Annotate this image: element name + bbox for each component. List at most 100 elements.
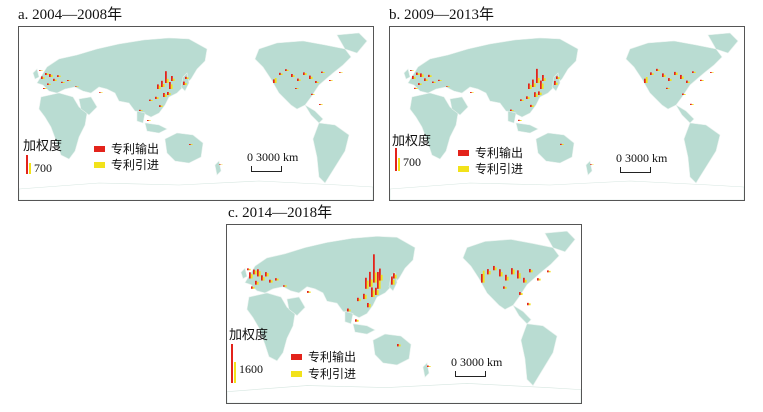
outflow-bar (540, 80, 542, 89)
outflow-bar (249, 272, 251, 279)
inflow-bar (691, 104, 694, 105)
inflow-bar (394, 274, 397, 279)
outflow-bar (219, 164, 221, 165)
inflow-bar (411, 70, 414, 71)
outflow-bar (311, 93, 313, 95)
legend-title: 加权度 (392, 134, 432, 149)
outflow-bar (45, 73, 47, 75)
legend-title: 加权度 (229, 328, 269, 343)
inflow-bar (380, 274, 383, 281)
inflow-bar (140, 110, 143, 111)
outflow-bar (171, 76, 173, 81)
outflow-bar (147, 120, 149, 121)
inflow-bar (256, 281, 259, 285)
continent-landmass (312, 122, 350, 184)
inflow-bar (494, 267, 497, 271)
outflow-swatch (458, 149, 469, 156)
inflow-bar (528, 303, 531, 306)
outflow-bar (339, 72, 341, 73)
outflow-swatch (291, 353, 302, 360)
inflow-bar (482, 270, 485, 283)
inflow-bar (166, 78, 169, 83)
outflow-bar (503, 286, 505, 289)
inflow-bar (398, 344, 401, 347)
inflow-bar (310, 76, 313, 79)
inflow-bar (280, 73, 283, 75)
inflow-bar (511, 110, 514, 111)
outflow-bar (432, 81, 434, 83)
outflow-bar (189, 144, 191, 145)
outflow-bar (185, 76, 187, 79)
outflow-bar (682, 93, 684, 95)
inflow-bar (433, 81, 436, 83)
outflow-bar (49, 74, 51, 77)
inflow-bar (184, 83, 187, 85)
legend-outflow-label: 专利输出 (111, 142, 160, 156)
outflow-bar (303, 72, 305, 75)
inflow-bar (42, 77, 45, 79)
outflow-bar (169, 82, 171, 89)
inflow-bar (356, 319, 359, 322)
outflow-bar (367, 302, 369, 308)
inflow-bar (376, 290, 379, 295)
outflow-bar (139, 109, 141, 111)
outflow-bar (355, 319, 357, 322)
continent-landmass (144, 122, 168, 134)
inflow-bar (541, 83, 544, 89)
outflow-bar (528, 83, 530, 89)
outflow-bar (319, 104, 321, 105)
inflow-bar (693, 71, 696, 73)
outflow-bar (520, 99, 522, 101)
continent-landmass (520, 323, 558, 387)
outflow-bar (291, 74, 293, 77)
inflow-bar (50, 74, 53, 77)
inflow-bar (284, 285, 287, 287)
inflow-bar (527, 96, 530, 99)
scale-label: 0 3000 km (451, 355, 503, 369)
inflow-bar (669, 79, 672, 81)
outflow-bar (542, 75, 544, 81)
continent-landmass (544, 230, 576, 253)
continent-landmass (136, 110, 146, 124)
inflow-bar (512, 269, 515, 275)
outflow-bar (686, 80, 688, 83)
outflow-bar (47, 83, 49, 85)
inflow-bar (164, 94, 167, 97)
inflow-bar (428, 366, 431, 367)
inflow-bar (254, 270, 257, 275)
outflow-bar (155, 96, 157, 99)
outflow-bar (161, 80, 163, 87)
panel-a-caption: a. 2004—2008年 (18, 7, 123, 23)
world-map-b (390, 32, 744, 200)
outflow-bar (391, 276, 393, 285)
outflow-bar (295, 88, 297, 89)
continent-landmass (240, 267, 248, 279)
antarctica-landmass (390, 180, 744, 200)
inflow-swatch (94, 161, 105, 168)
outflow-bar (379, 268, 381, 281)
outflow-bar (560, 143, 562, 145)
inflow-bar (296, 88, 299, 89)
inflow-bar (286, 69, 289, 71)
inflow-bar (657, 69, 660, 71)
inflow-bar (555, 82, 558, 85)
inflow-bar (364, 294, 367, 300)
outflow-bar (39, 70, 41, 71)
inflow-bar (150, 100, 153, 101)
continent-landmass (286, 296, 306, 316)
inflow-bar (274, 78, 277, 83)
outflow-bar (414, 87, 416, 89)
inflow-bar (308, 291, 311, 293)
inflow-bar (535, 93, 538, 97)
inflow-bar (262, 277, 265, 281)
outflow-bar (410, 70, 412, 71)
world-map-c (227, 230, 581, 403)
outflow-bar (329, 80, 331, 81)
legend-value: 1600 (239, 362, 263, 376)
outflow-bar (668, 78, 670, 81)
antarctica-landmass (227, 383, 581, 403)
outflow-bar (499, 269, 501, 277)
outflow-bar (149, 99, 151, 101)
outflow-bar (53, 78, 55, 81)
inflow-bar (429, 75, 432, 77)
